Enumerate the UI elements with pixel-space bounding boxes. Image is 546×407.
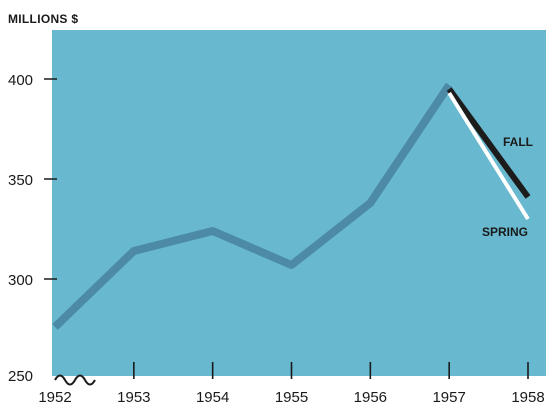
y-tick-label-350: 350 <box>8 172 33 189</box>
axis-break-icon <box>54 374 96 386</box>
y-tick-label-250: 250 <box>8 368 33 385</box>
x-tick-label-1953: 1953 <box>117 389 150 406</box>
x-tick-label-1954: 1954 <box>196 389 229 406</box>
x-tick-label-1955: 1955 <box>275 389 308 406</box>
y-tick-label-300: 300 <box>8 272 33 289</box>
y-tick-label-400: 400 <box>8 72 33 89</box>
series-line-spring <box>447 91 530 221</box>
x-tick-label-1956: 1956 <box>354 389 387 406</box>
annotation-fall: FALL <box>503 135 533 149</box>
y-axis-unit-label: MILLIONS $ <box>8 12 78 26</box>
plot-area <box>52 30 546 376</box>
chart-marks: 250 300 350 400 1952 1953 1954 1955 1956 1957 1958… <box>8 72 545 406</box>
x-tick-label-1952: 1952 <box>38 389 71 406</box>
x-tick-label-1957: 1957 <box>432 389 465 406</box>
series-line-fall <box>446 87 531 199</box>
annotation-spring: SPRING <box>482 225 528 239</box>
x-tick-label-1958: 1958 <box>511 389 544 406</box>
series-line-main <box>52 82 453 330</box>
